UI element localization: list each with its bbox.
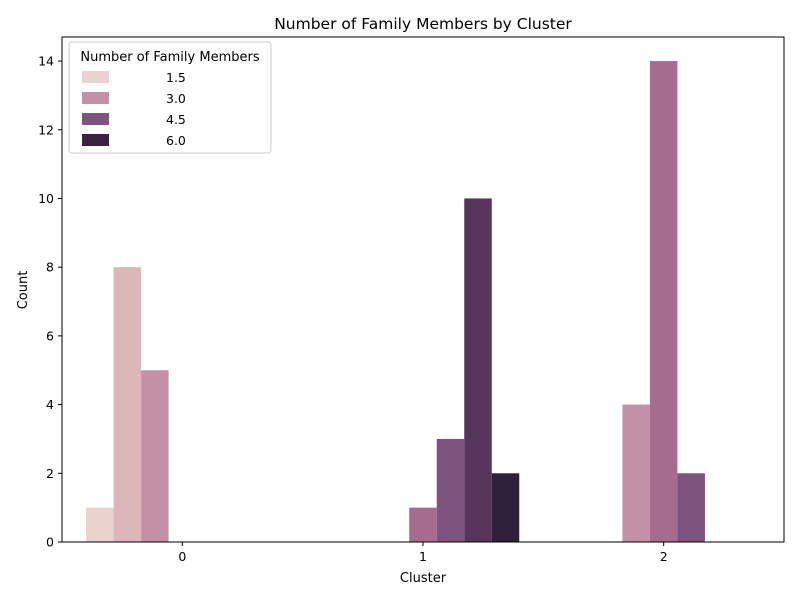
legend: Number of Family Members 1.5 3.0 4.5 6.0 (68, 41, 272, 154)
x-axis-label: Cluster (400, 571, 447, 586)
bar (649, 61, 678, 543)
legend-swatch (82, 71, 109, 83)
plot-frame (61, 36, 785, 543)
legend-label: 3.0 (166, 91, 186, 106)
y-tick-label: 8 (46, 260, 54, 275)
legend-label: 4.5 (166, 112, 186, 127)
bar (141, 370, 169, 542)
y-tick-label: 2 (46, 466, 54, 481)
y-tick-label: 12 (38, 122, 54, 137)
y-tick-label: 0 (46, 535, 54, 550)
x-tick-label: 1 (419, 549, 427, 564)
y-tick-label: 10 (38, 191, 54, 206)
legend-swatch (82, 113, 109, 125)
legend-label: 1.5 (166, 70, 186, 85)
x-axis: 0 1 2 (178, 542, 668, 564)
legend-swatch (82, 92, 109, 104)
y-tick-label: 4 (46, 397, 54, 412)
y-tick-label: 6 (46, 328, 54, 343)
bar (622, 404, 650, 542)
x-tick-label: 2 (660, 549, 668, 564)
legend-label: 6.0 (166, 133, 186, 148)
bar (436, 438, 465, 542)
bar (677, 473, 705, 542)
y-axis-label: Count (16, 271, 31, 310)
y-axis: 0 2 4 6 8 10 12 14 (38, 54, 62, 550)
bar (86, 507, 114, 542)
chart-title: Number of Family Members by Cluster (274, 15, 572, 33)
bar (491, 473, 520, 542)
x-tick-label: 0 (178, 549, 186, 564)
bars (86, 61, 705, 543)
legend-title: Number of Family Members (80, 50, 259, 65)
legend-frame (68, 41, 272, 154)
legend-swatch (82, 134, 109, 146)
bar (409, 507, 437, 542)
y-tick-label: 14 (38, 54, 54, 69)
legend-items: 1.5 3.0 4.5 6.0 (82, 70, 186, 148)
bar (464, 198, 492, 542)
bar (113, 267, 142, 542)
